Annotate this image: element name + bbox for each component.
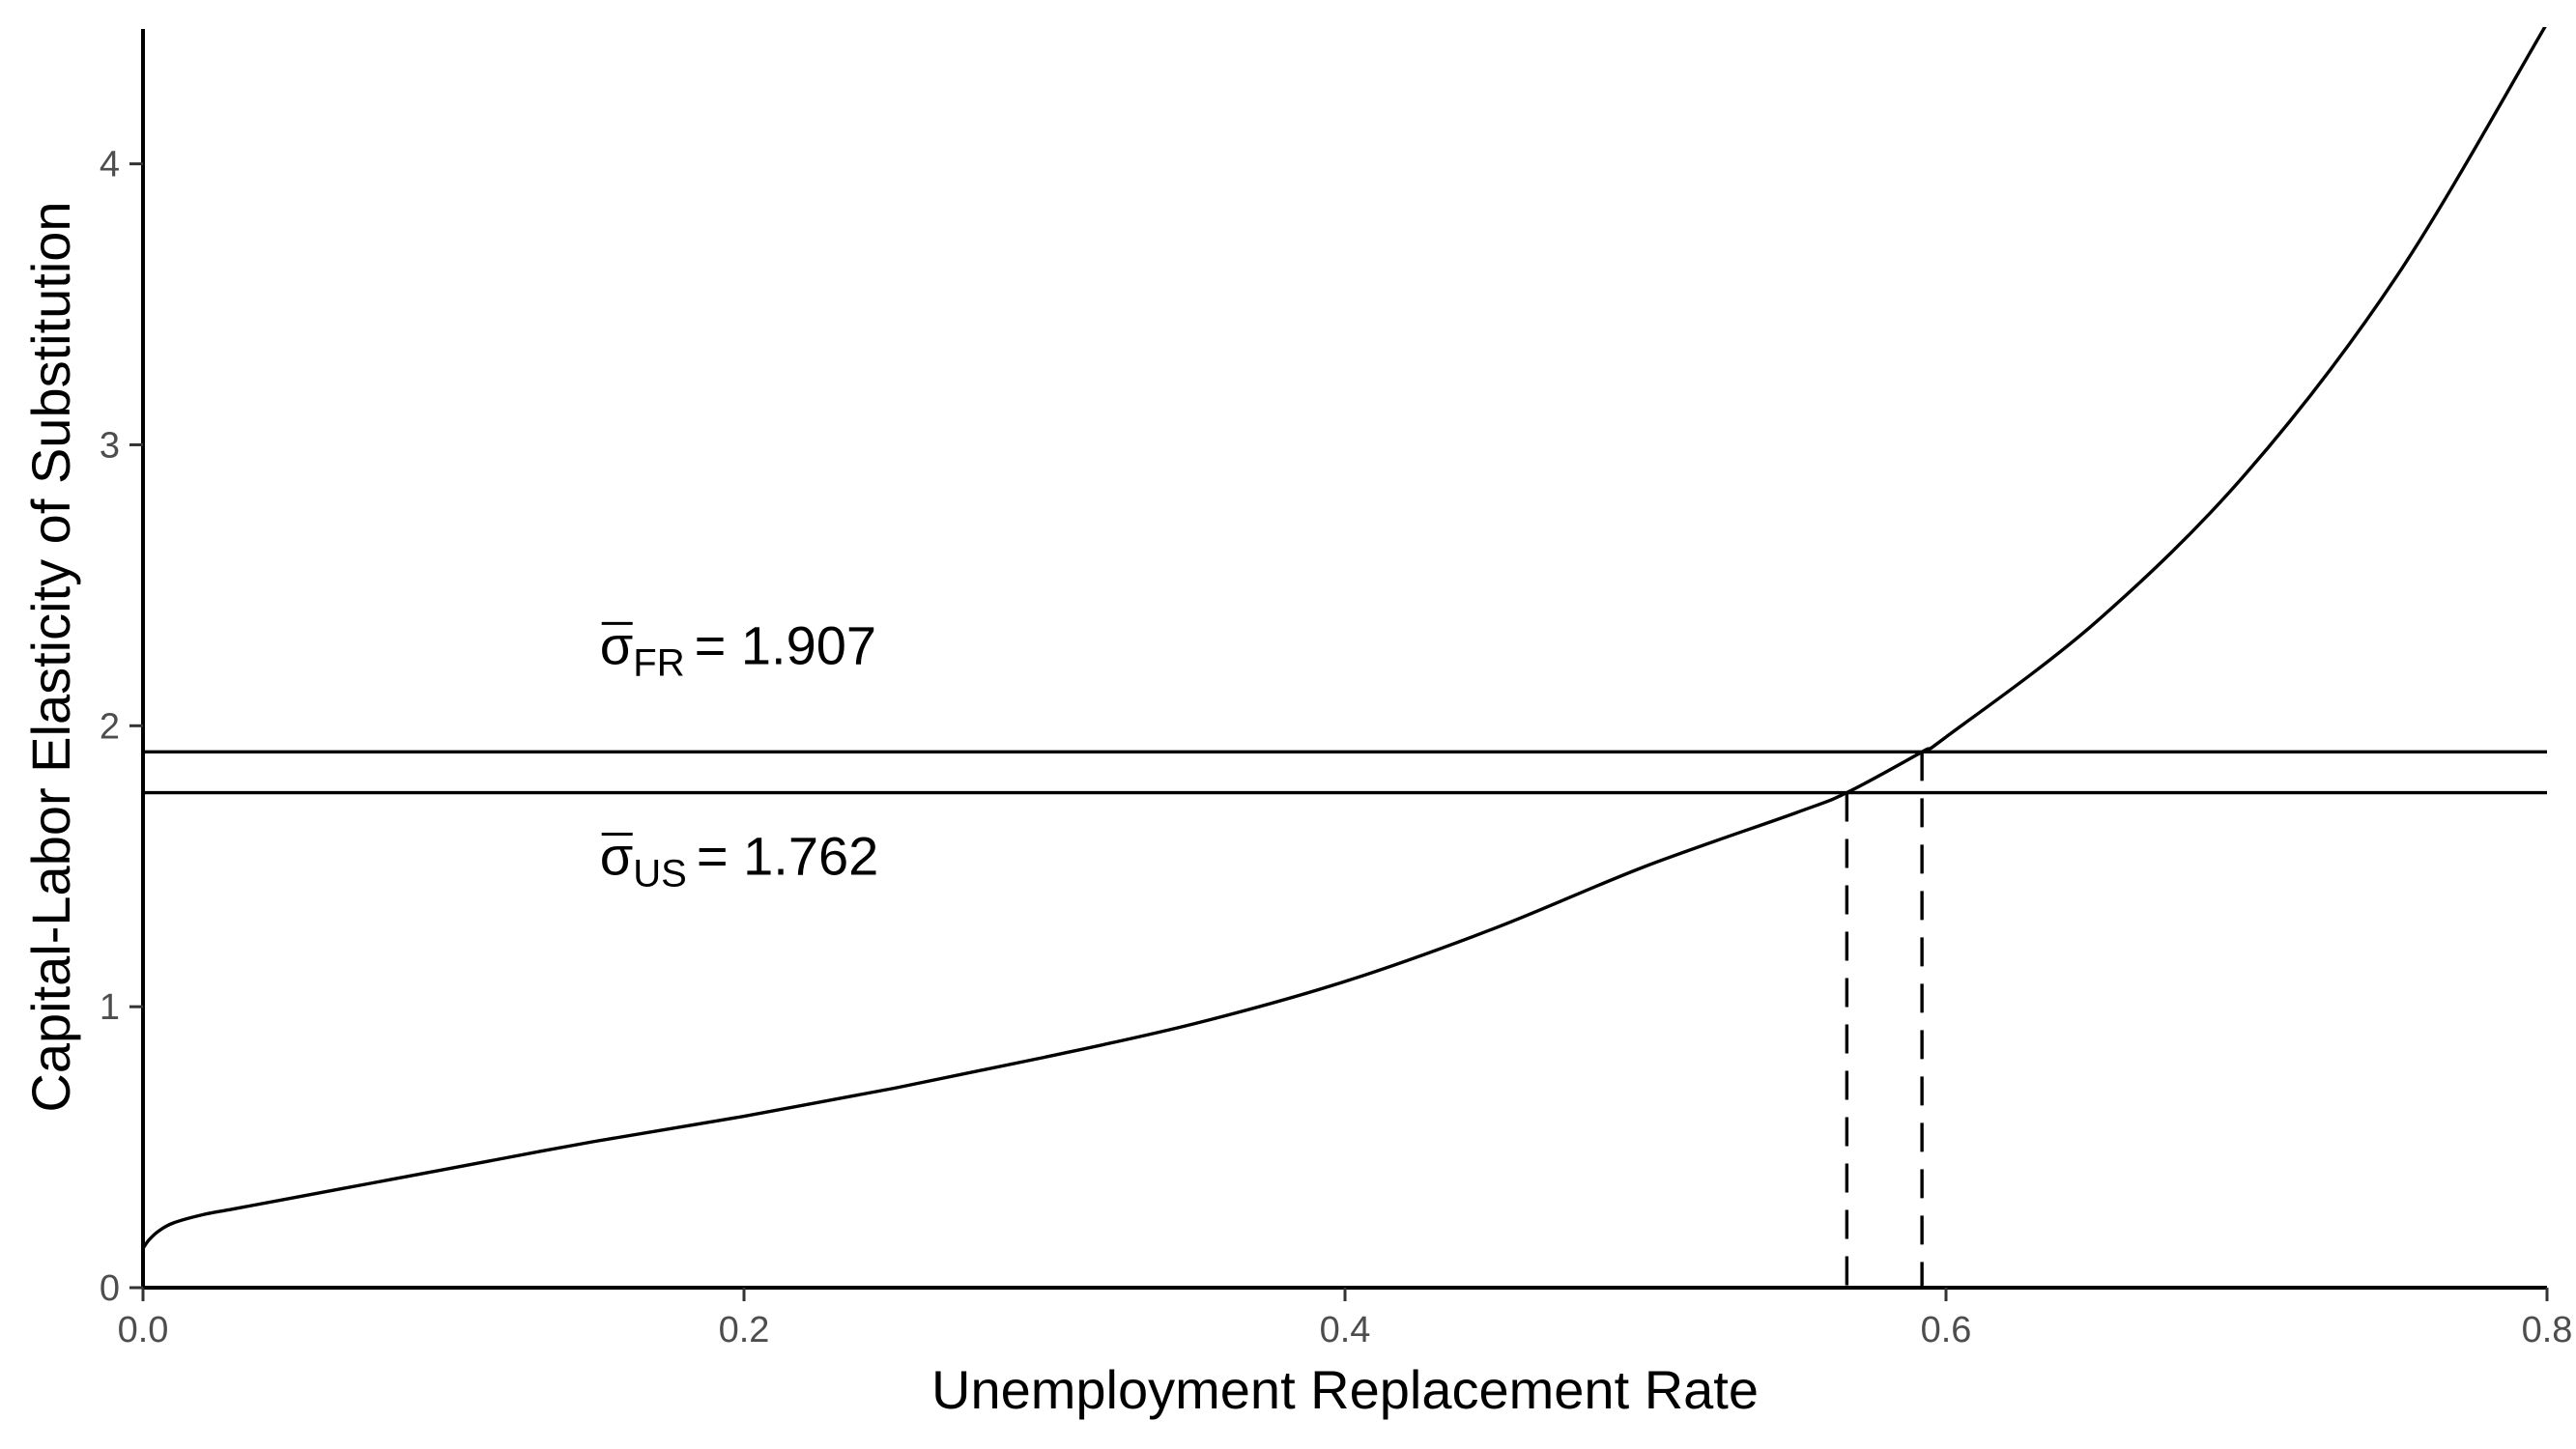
axes: 0.0 0.2 0.4 0.6 0.8 0 1 2 3 4 — [100, 29, 2573, 1350]
series-line-1 — [143, 27, 2547, 1250]
x-tick-label: 0.2 — [719, 1310, 770, 1350]
reference-lines — [143, 750, 2547, 1288]
y-tick-label: 4 — [100, 145, 120, 185]
annotation-value: = 1.762 — [697, 825, 878, 886]
x-axis-title: Unemployment Replacement Rate — [931, 1359, 1759, 1420]
annotation-subscript: US — [633, 852, 687, 895]
annotation-value: = 1.907 — [695, 614, 876, 675]
annotation-fr: σFR = 1.907 — [600, 614, 876, 684]
y-tick-label: 2 — [100, 706, 120, 747]
annotation-subscript: FR — [633, 641, 684, 684]
x-tick-label: 0.0 — [118, 1310, 169, 1350]
y-tick-label: 3 — [100, 425, 120, 466]
x-tick-label: 0.4 — [1320, 1310, 1371, 1350]
y-tick-label: 1 — [100, 987, 120, 1028]
annotation-us: σUS = 1.762 — [600, 825, 879, 895]
x-tick-label: 0.8 — [2522, 1310, 2573, 1350]
y-axis-title: Capital-Labor Elasticity of Substitution — [20, 201, 81, 1112]
x-tick-label: 0.6 — [1921, 1310, 1972, 1350]
y-tick-label: 0 — [100, 1268, 120, 1309]
data-series — [143, 27, 2547, 1250]
